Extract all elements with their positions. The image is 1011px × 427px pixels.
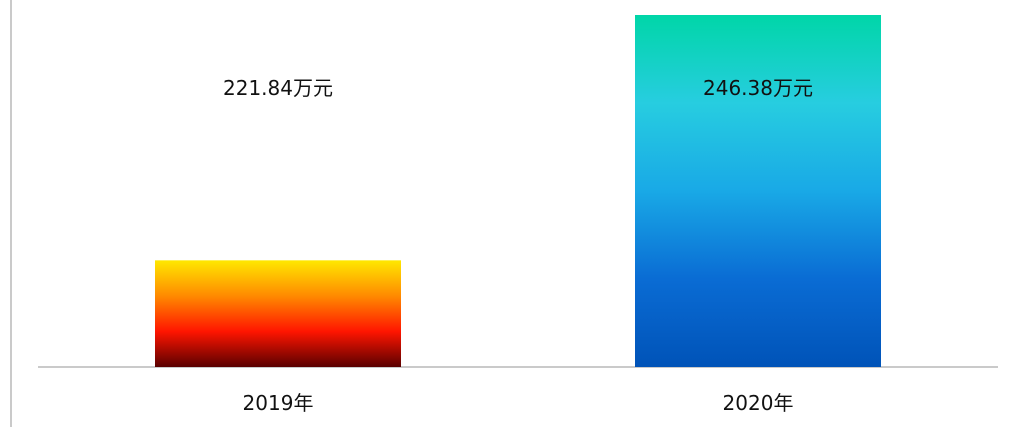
x-tick-label-0: 2019年 (243, 391, 314, 415)
bar-1 (635, 15, 881, 367)
data-label-1: 246.38万元 (703, 76, 813, 100)
data-label-0: 221.84万元 (223, 76, 333, 100)
bar-0 (155, 260, 401, 367)
x-tick-label-1: 2020年 (723, 391, 794, 415)
